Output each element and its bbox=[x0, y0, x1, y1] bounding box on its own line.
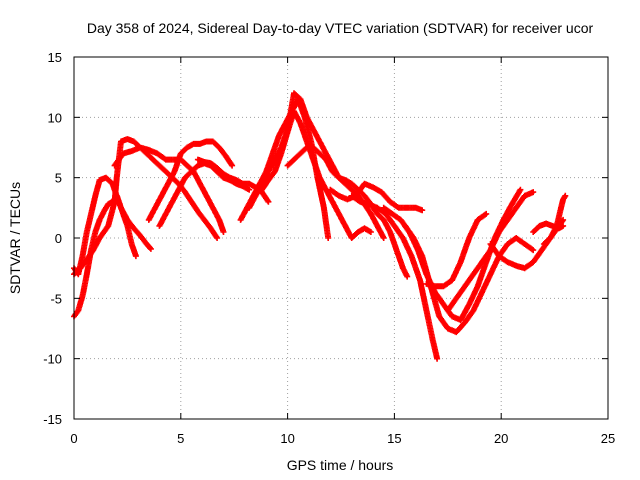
series-arc16 bbox=[423, 210, 490, 290]
axis-ticks bbox=[73, 56, 609, 420]
y-axis-label: SDTVAR / TECUs bbox=[7, 182, 23, 294]
y-tick-labels: -15 -10 -5 0 5 10 15 bbox=[43, 50, 62, 427]
y-tick-label: 15 bbox=[48, 50, 62, 65]
series-arc5 bbox=[145, 138, 236, 223]
series-arc12 bbox=[327, 180, 426, 214]
y-tick-label: -5 bbox=[50, 291, 62, 306]
series-arc17 bbox=[444, 189, 537, 314]
data-point bbox=[562, 192, 569, 199]
data-point bbox=[560, 222, 567, 229]
data-point bbox=[517, 186, 524, 193]
series-arc10 bbox=[259, 108, 374, 241]
data-point bbox=[530, 189, 537, 196]
data-point bbox=[530, 247, 537, 254]
data-point bbox=[483, 210, 490, 217]
data-point bbox=[147, 244, 153, 251]
series-arc7 bbox=[194, 156, 272, 205]
series-arc4 bbox=[111, 144, 227, 235]
data-point bbox=[229, 162, 236, 169]
x-axis-label: GPS time / hours bbox=[287, 457, 394, 473]
x-tick-label: 20 bbox=[494, 431, 508, 446]
data-point bbox=[434, 355, 441, 362]
data-point bbox=[404, 273, 411, 280]
data-point bbox=[367, 229, 374, 235]
data-point bbox=[325, 235, 332, 241]
data-point bbox=[246, 186, 253, 193]
grid-lines bbox=[74, 57, 608, 419]
series-arc20 bbox=[540, 192, 569, 247]
data-markers bbox=[71, 90, 569, 362]
x-tick-label: 25 bbox=[601, 431, 615, 446]
data-point bbox=[380, 235, 387, 241]
y-tick-label: -10 bbox=[43, 352, 62, 367]
y-tick-label: 0 bbox=[55, 231, 62, 246]
x-tick-label: 0 bbox=[70, 431, 77, 446]
x-tick-label: 15 bbox=[387, 431, 401, 446]
data-point bbox=[419, 207, 426, 214]
x-tick-labels: 0 5 10 15 20 25 bbox=[70, 431, 615, 446]
chart-title: Day 358 of 2024, Sidereal Day-to-day VTE… bbox=[87, 20, 594, 36]
data-point bbox=[132, 253, 139, 260]
y-tick-label: 10 bbox=[48, 110, 62, 125]
data-point bbox=[265, 198, 272, 205]
x-tick-label: 5 bbox=[177, 431, 184, 446]
data-point bbox=[147, 245, 154, 252]
data-point bbox=[220, 229, 227, 235]
y-tick-label: 5 bbox=[55, 171, 62, 186]
x-tick-label: 10 bbox=[280, 431, 294, 446]
y-tick-label: -15 bbox=[43, 412, 62, 427]
data-point bbox=[214, 235, 221, 241]
series-arc13 bbox=[348, 192, 441, 362]
